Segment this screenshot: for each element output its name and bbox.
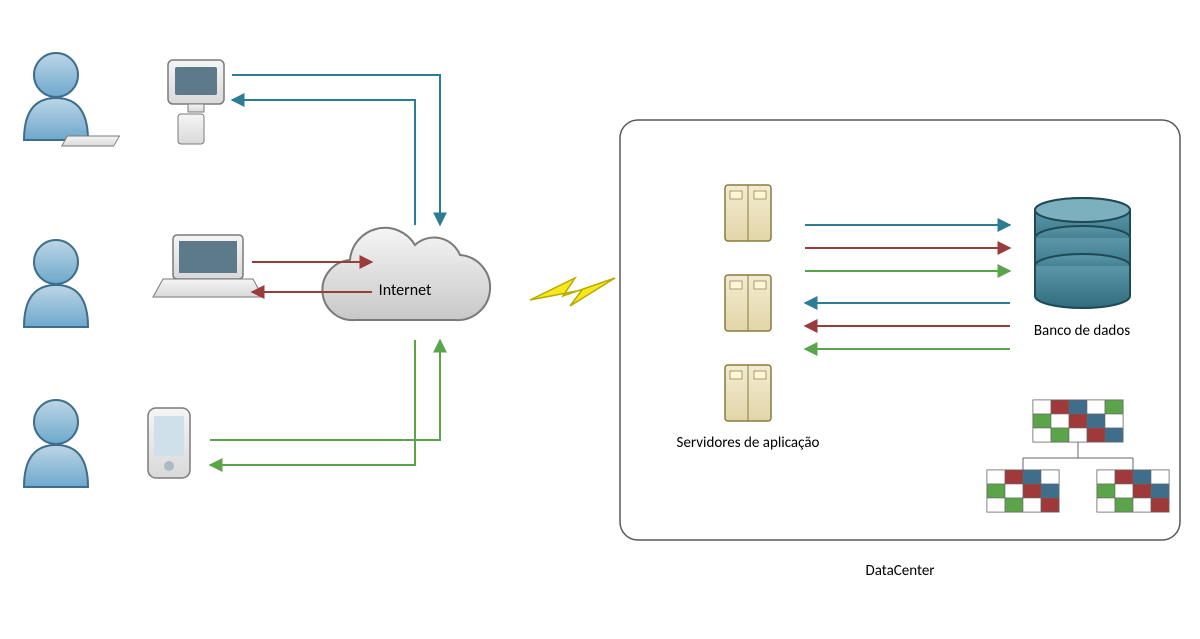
edge-phone-out [210, 340, 440, 440]
phone-icon [148, 408, 190, 478]
diagram-canvas: Internet Servidores de aplicação Banco de … [0, 0, 1200, 639]
cloud-icon: Internet [322, 228, 490, 320]
lightning-icon [530, 278, 615, 306]
cluster-icon [987, 400, 1169, 512]
servers-label: Servidores de aplicação [677, 434, 820, 452]
edge-desk-out [232, 75, 440, 225]
server-icon [725, 185, 771, 241]
server-icon [725, 365, 771, 421]
user-icon [24, 400, 88, 487]
database-label: Banco de dados [1034, 322, 1130, 340]
internet-label: Internet [379, 281, 432, 300]
edge-desk-in [232, 100, 415, 225]
server-icon [725, 275, 771, 331]
user-icon [24, 240, 88, 327]
database-icon [1035, 198, 1130, 308]
edge-phone-in [210, 340, 415, 465]
datacenter-label: DataCenter [865, 562, 934, 580]
user-icon [24, 53, 88, 140]
laptop-icon [153, 235, 263, 297]
